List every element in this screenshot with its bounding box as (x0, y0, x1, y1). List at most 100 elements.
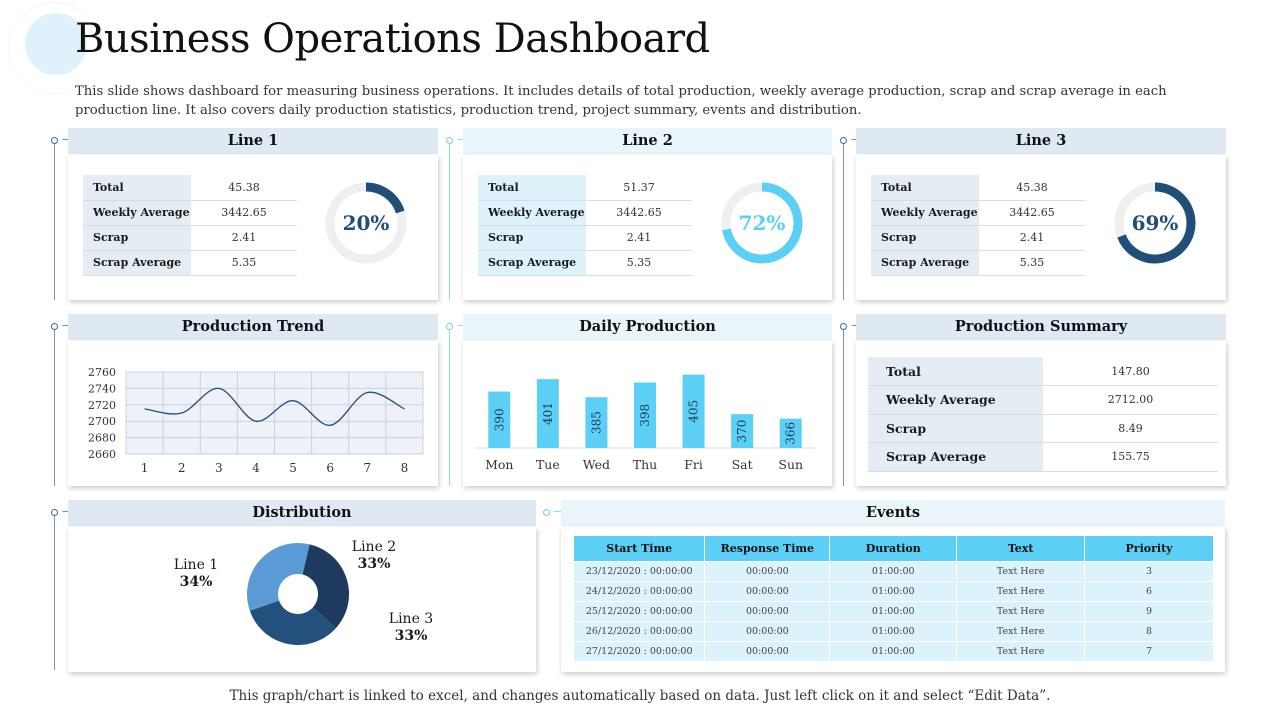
connector-dot (840, 137, 847, 144)
distribution-header: Distribution (68, 500, 536, 526)
x-tick-label: 6 (326, 461, 334, 475)
line1-header: Line 1 (68, 128, 438, 154)
daily-production-header: Daily Production (463, 314, 832, 340)
table-row: Scrap Average 155.75 (868, 442, 1218, 472)
row-label: Total (478, 175, 586, 201)
row-value: 155.75 (1043, 442, 1218, 472)
line2-donut: 72% (717, 178, 807, 268)
bar-data-label: 401 (541, 402, 555, 425)
table-cell: 00:00:00 (704, 580, 831, 601)
row-label: Scrap (871, 225, 979, 251)
connector-line (54, 512, 55, 670)
bar (634, 382, 656, 448)
table-row: Total 147.80 (868, 357, 1218, 386)
decorative-arc (8, 2, 100, 94)
table-cell: 01:00:00 (829, 580, 958, 601)
row-value: 5.35 (979, 250, 1085, 276)
decorative-circle (25, 13, 87, 75)
footer-note: This graph/chart is linked to excel, and… (229, 688, 1051, 704)
line1-panel: Total 45.38 Weekly Average 3442.65 Scrap 2.… (68, 155, 438, 300)
row-value: 2712.00 (1043, 385, 1218, 415)
table-cell: Text Here (956, 580, 1086, 601)
x-tick-label: Sat (732, 457, 753, 472)
table-row: Total 51.37 (478, 175, 692, 201)
row-label: Weekly Average (478, 200, 586, 226)
row-label: Total (83, 175, 191, 201)
line1-table: Total 45.38 Weekly Average 3442.65 Scrap 2.… (83, 175, 297, 276)
line3-header: Line 3 (856, 128, 1226, 154)
y-tick-label: 2760 (88, 366, 116, 379)
row-label: Scrap (478, 225, 586, 251)
table-cell: 27/12/2020 : 00:00:00 (574, 640, 706, 661)
donut-gauge (1114, 182, 1196, 264)
row-label: Scrap Average (478, 250, 586, 276)
line2-header: Line 2 (463, 128, 832, 154)
connector-line (843, 326, 844, 486)
bar (779, 418, 802, 448)
distribution-panel: Line 1 34% Line 2 33% Line 3 33% (68, 527, 536, 672)
table-row: Scrap Average 5.35 (83, 250, 297, 276)
slice-name: Line 2 (351, 539, 397, 555)
table-row: Scrap 2.41 (871, 225, 1085, 251)
row-value: 2.41 (586, 225, 692, 251)
table-cell: 3 (1084, 560, 1214, 581)
x-tick-label: 2 (178, 461, 186, 475)
production-summary-panel: Total 147.80 Weekly Average 2712.00 Scrap 8… (856, 341, 1226, 486)
row-label: Scrap Average (871, 250, 979, 276)
connector-dot (446, 137, 453, 144)
row-label: Total (871, 175, 979, 201)
production-summary-header: Production Summary (856, 314, 1226, 340)
row-value: 3442.65 (191, 200, 297, 226)
donut-slice (302, 544, 350, 629)
bar-data-label: 390 (492, 408, 506, 431)
donut-value-arc (721, 182, 803, 264)
production-trend-chart: 2660 2680 2700 2720 2740 2760 1 2 3 4 5 6 7 8 (88, 366, 424, 475)
slice-percent: 34% (179, 574, 213, 590)
row-value: 45.38 (191, 175, 297, 201)
x-tick-label: Thu (633, 457, 657, 472)
table-row: Weekly Average 2712.00 (868, 385, 1218, 415)
table-row: 23/12/2020 : 00:00:00 00:00:00 01:00:00 Tex… (574, 560, 1214, 581)
connector-line (843, 140, 844, 300)
donut-slice (249, 600, 336, 645)
column-header: Response Time (704, 536, 831, 561)
table-row: 26/12/2020 : 00:00:00 00:00:00 01:00:00 Tex… (574, 620, 1214, 641)
connector-dot (446, 323, 453, 330)
table-cell: 00:00:00 (704, 620, 831, 641)
distribution-label-line1: Line 1 34% (168, 557, 224, 591)
line3-donut: 69% (1110, 178, 1200, 268)
connector-dot (51, 137, 58, 144)
bar (731, 414, 754, 448)
column-header: Start Time (574, 536, 706, 561)
bar-data-label: 385 (589, 411, 603, 434)
x-tick-label: 4 (252, 461, 260, 475)
y-tick-label: 2720 (88, 399, 116, 412)
x-tick-label: 1 (141, 461, 149, 475)
connector-line (449, 326, 450, 486)
table-row: Scrap Average 5.35 (871, 250, 1085, 276)
connector-dot (543, 509, 550, 516)
row-value: 45.38 (979, 175, 1085, 201)
table-cell: 8 (1084, 620, 1214, 641)
distribution-chart (247, 543, 350, 645)
x-tick-label: Tue (536, 457, 560, 472)
table-cell: 26/12/2020 : 00:00:00 (574, 620, 706, 641)
bar-data-label: 398 (638, 404, 652, 427)
daily-production-panel: 390 Mon 401 Tue 385 Wed 398 Thu 405 Fri 370 Sat 366 S… (463, 341, 832, 486)
row-value: 2.41 (191, 225, 297, 251)
table-row: Total 45.38 (871, 175, 1085, 201)
line2-table: Total 51.37 Weekly Average 3442.65 Scrap 2.… (478, 175, 692, 276)
connector-line (54, 326, 55, 486)
table-row: Weekly Average 3442.65 (478, 200, 692, 226)
table-cell: 01:00:00 (829, 640, 958, 661)
row-value: 3442.65 (586, 200, 692, 226)
row-label: Weekly Average (83, 200, 191, 226)
slice-percent: 33% (394, 628, 428, 644)
table-row: Scrap 2.41 (83, 225, 297, 251)
table-cell: 00:00:00 (704, 640, 831, 661)
table-header-row: Start Time Response Time Duration Text P… (574, 536, 1214, 561)
line2-percent: 72% (738, 211, 786, 235)
y-tick-label: 2740 (88, 382, 116, 395)
bar (585, 397, 608, 448)
distribution-label-line3: Line 3 33% (383, 611, 439, 645)
